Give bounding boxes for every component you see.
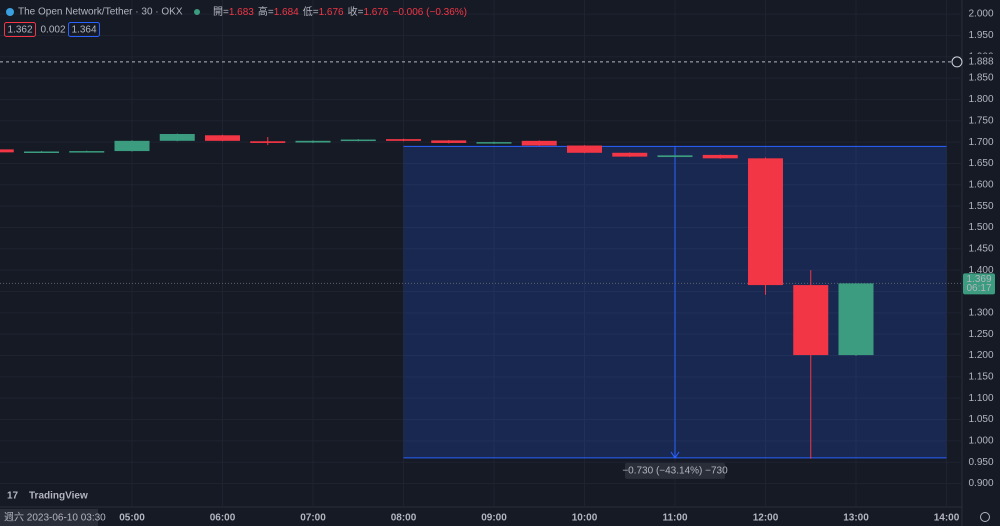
y-tick-label: 1.300	[968, 307, 993, 318]
candle-body	[476, 142, 512, 144]
candle-body	[295, 140, 331, 143]
last-price-box	[963, 273, 995, 295]
candle-body	[205, 135, 240, 141]
ohlc-value: 1.684	[274, 7, 299, 18]
y-tick-label: 1.400	[968, 265, 993, 276]
y-tick-label: 1.450	[968, 243, 993, 254]
candle-body	[159, 134, 195, 141]
logo-mark: 17	[7, 491, 19, 502]
x-tick-label: 05:00	[119, 513, 145, 524]
x-tick-label: 10:00	[572, 513, 598, 524]
candle-body	[114, 140, 150, 152]
candle-body	[0, 149, 14, 153]
x-tick-label: 06:00	[210, 513, 236, 524]
y-tick-label: 1.150	[968, 371, 993, 382]
x-tick-label: 08:00	[391, 513, 417, 524]
ask-label: 1.364	[71, 25, 96, 36]
ohlc-value: 1.676	[363, 7, 388, 18]
candle-body	[24, 151, 59, 154]
ask-box	[68, 22, 100, 37]
x-tick-label: 14:00	[934, 513, 960, 524]
y-tick-label: 1.000	[968, 435, 993, 446]
alert-label: 1.888	[968, 57, 993, 68]
crosshair-label-bg	[0, 509, 98, 526]
spread-label: 0.002	[40, 25, 65, 36]
bid-box	[4, 22, 36, 37]
y-tick-label: 1.650	[968, 158, 993, 169]
candle-body	[748, 158, 783, 286]
y-tick-label: 1.050	[968, 414, 993, 425]
symbol-icon	[6, 8, 14, 16]
y-tick-label: 1.500	[968, 222, 993, 233]
y-tick-label: 1.250	[968, 329, 993, 340]
crosshair-label: 週六 2023-06-10 03:30	[4, 512, 106, 524]
ohlc-key: 高=	[258, 5, 274, 18]
candle-body	[793, 285, 829, 356]
alert-label-bg	[963, 53, 1000, 70]
candle-body	[69, 151, 105, 153]
last-price-label: 1.369	[966, 274, 991, 285]
measure-arrowhead	[670, 451, 680, 459]
logo: TradingView	[29, 491, 88, 502]
candle-body	[521, 140, 557, 146]
ohlc-legend: 開=1.683 高=1.684 低=1.676 收=1.676 −0.006 (−0.3…	[213, 5, 467, 18]
y-tick-label: 1.200	[968, 350, 993, 361]
ohlc-key: 開=	[213, 6, 229, 18]
y-tick-label: 1.550	[968, 201, 993, 212]
candle-body	[386, 139, 421, 141]
candle-body	[431, 140, 467, 143]
status-dot	[194, 9, 200, 15]
y-tick-label: 1.950	[968, 30, 993, 41]
candle-body	[612, 152, 648, 157]
y-tick-label: 1.850	[968, 73, 993, 84]
y-tick-label: 2.000	[968, 9, 993, 20]
x-tick-label: 09:00	[481, 513, 507, 524]
x-tick-label: 13:00	[843, 513, 869, 524]
measure-label: −0.730 (−43.14%) −730	[622, 466, 728, 477]
x-tick-label: 07:00	[300, 513, 326, 524]
x-tick-label: 11:00	[662, 513, 687, 524]
ohlc-value: 1.676	[319, 7, 344, 18]
candle-body	[567, 145, 602, 153]
candle-body	[838, 283, 874, 356]
y-tick-label: 1.700	[968, 137, 993, 148]
y-tick-label: 0.900	[968, 478, 993, 489]
y-tick-label: 1.100	[968, 393, 993, 404]
alert-icon	[951, 56, 963, 68]
y-tick-label: 1.750	[968, 115, 993, 126]
ohlc-key: 收=	[348, 5, 364, 18]
ohlc-value: 1.683	[229, 7, 254, 18]
change-value: −0.006 (−0.36%)	[393, 7, 468, 18]
y-tick-label: 1.600	[968, 179, 993, 190]
candle-body	[250, 141, 286, 143]
bid-label: 1.362	[7, 25, 32, 36]
countdown-label: 06:17	[966, 283, 991, 294]
candle-body	[340, 139, 376, 142]
y-tick-label: 0.950	[968, 457, 993, 468]
ohlc-key: 低=	[303, 5, 319, 18]
chart-title: The Open Network/Tether · 30 · OKX	[18, 7, 183, 18]
settings-icon[interactable]	[980, 512, 990, 522]
candle-body	[657, 155, 693, 158]
x-tick-label: 12:00	[753, 513, 779, 524]
y-tick-label: 1.800	[968, 94, 993, 105]
price-axis: 0.900 0.950 1.000 1.050 1.100 1.150 1.200 1.250…	[968, 9, 993, 489]
measure-label-bg	[625, 462, 725, 479]
candle-body	[702, 154, 738, 159]
